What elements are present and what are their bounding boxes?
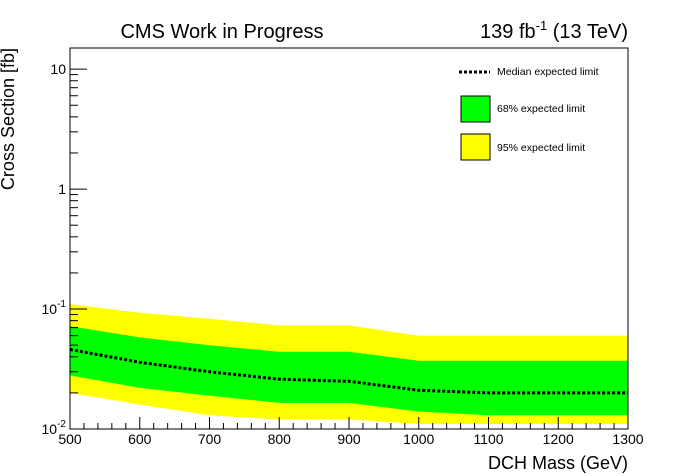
tick-labels: 500 600 700 800 900 1000 1100 1200 1300 10-2 10-1 1… — [42, 61, 644, 447]
x-tick-label: 1300 — [612, 431, 643, 447]
legend-68-label: 68% expected limit — [497, 103, 585, 115]
y-tick-label: 1 — [58, 181, 66, 197]
x-tick-label: 1200 — [543, 431, 574, 447]
x-tick-label: 700 — [198, 431, 222, 447]
median-layer — [69, 348, 628, 395]
luminosity-label: 139 fb-1 (13 TeV) — [480, 18, 628, 43]
axis-ticks — [69, 68, 629, 430]
y-tick-label: 10-1 — [42, 299, 67, 317]
legend-68-swatch — [460, 95, 491, 123]
plot-title: CMS Work in Progress — [120, 21, 323, 43]
x-tick-label: 1100 — [473, 431, 503, 447]
x-tick-label: 600 — [128, 431, 152, 447]
legend-95-swatch — [460, 133, 491, 161]
y-axis-label: Cross Section [fb] — [0, 48, 18, 190]
legend-95-label: 95% expected limit — [497, 142, 585, 154]
x-tick-label: 900 — [337, 431, 361, 447]
median-line — [69, 348, 628, 395]
legend-median-label: Median expected limit — [497, 66, 599, 78]
x-axis-label: DCH Mass (GeV) — [488, 453, 628, 473]
x-tick-label: 500 — [58, 431, 82, 447]
y-tick-label: 10 — [50, 61, 66, 77]
x-tick-label: 800 — [268, 431, 292, 447]
y-tick-label: 10-2 — [42, 419, 67, 437]
x-tick-label: 1000 — [403, 431, 434, 447]
legend: Median expected limit 68% expected limit… — [459, 66, 599, 161]
